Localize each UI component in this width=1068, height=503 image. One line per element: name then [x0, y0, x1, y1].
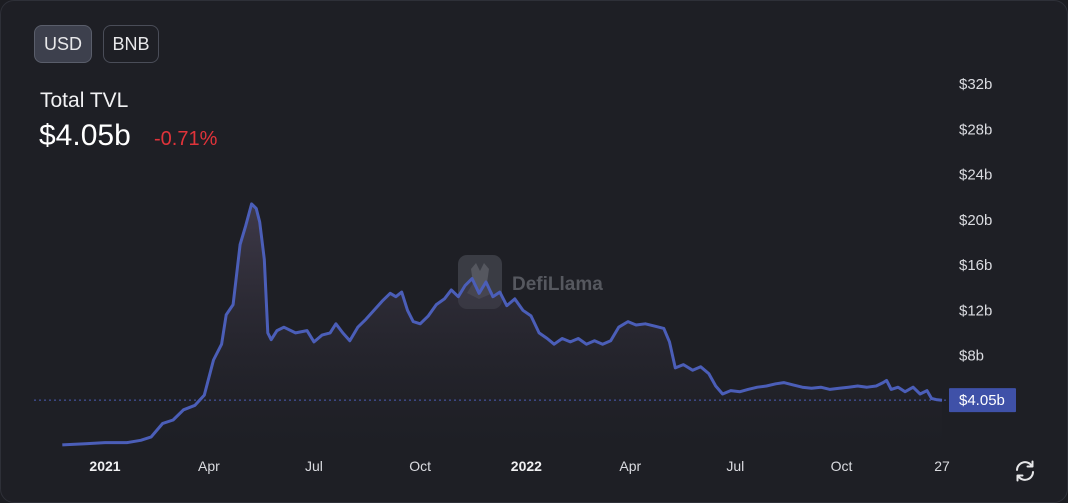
- x-tick-label: Jul: [305, 458, 323, 474]
- tvl-label: Total TVL: [40, 89, 129, 112]
- refresh-button[interactable]: [1011, 457, 1039, 485]
- bnb-toggle-button[interactable]: BNB: [103, 25, 159, 63]
- x-tick-label: 2022: [511, 458, 542, 474]
- y-tick-label: $12b: [959, 302, 992, 319]
- y-tick-label: $24b: [959, 167, 992, 184]
- x-tick-label: 2021: [89, 458, 120, 474]
- current-value-label: $4.05b: [959, 392, 1005, 409]
- x-tick-label: Oct: [831, 458, 853, 474]
- tvl-area-fill: [62, 203, 943, 446]
- y-tick-label: $8b: [959, 348, 984, 365]
- x-tick-label: 27: [934, 458, 950, 474]
- x-tick-label: Apr: [198, 458, 220, 474]
- y-tick-label: $32b: [959, 76, 992, 93]
- x-tick-label: Oct: [409, 458, 431, 474]
- current-value-badge: [949, 388, 1016, 413]
- y-tick-label: $16b: [959, 257, 992, 274]
- tvl-change: -0.71%: [154, 128, 218, 150]
- x-tick-label: Jul: [726, 458, 744, 474]
- y-tick-label: $20b: [959, 212, 992, 229]
- y-tick-label: $28b: [959, 121, 992, 138]
- usd-toggle-button[interactable]: USD: [34, 25, 92, 63]
- tvl-series-line: [62, 202, 943, 447]
- tvl-value: $4.05b: [39, 119, 131, 152]
- refresh-icon: [1016, 460, 1034, 482]
- watermark-text: DefiLlama: [512, 274, 603, 295]
- x-tick-label: Apr: [619, 458, 641, 474]
